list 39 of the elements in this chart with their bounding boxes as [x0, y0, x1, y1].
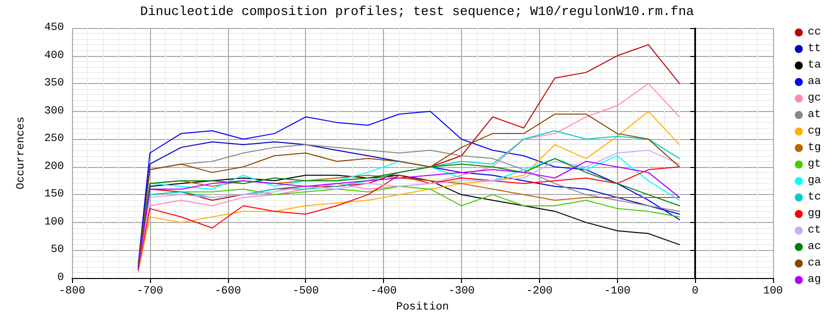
x-tick-label: -300 — [448, 286, 475, 298]
legend-label: tc — [808, 192, 821, 204]
x-tick-label: -800 — [58, 286, 86, 298]
legend-label: gt — [808, 158, 821, 170]
legend-label: ca — [808, 258, 822, 270]
y-tick-label: 150 — [44, 188, 64, 201]
x-tick-label: 0 — [692, 286, 698, 298]
legend-label: aa — [808, 76, 822, 88]
y-tick-label: 450 — [44, 22, 64, 34]
y-tick-label: 350 — [44, 78, 64, 90]
y-tick-label: 250 — [44, 133, 64, 146]
y-tick-label: 50 — [50, 244, 64, 256]
y-tick-label: 200 — [44, 160, 64, 173]
legend-label: ct — [808, 224, 821, 236]
x-tick-label: -600 — [214, 286, 241, 298]
legend-label: ga — [808, 175, 822, 187]
legend-label: tt — [808, 43, 821, 55]
x-axis-title: Position — [396, 301, 449, 314]
x-tick-label: -100 — [604, 286, 630, 298]
y-tick-label: 100 — [44, 216, 64, 228]
x-tick-label: -700 — [136, 286, 164, 298]
y-axis-title: Occurrences — [16, 116, 28, 190]
chart-title: Dinucleotide composition profiles; test sequence; W10/regulonW10.rm.fna — [140, 4, 694, 19]
x-tick-label: 100 — [763, 286, 783, 298]
legend-label: gc — [808, 92, 821, 104]
legend-label: ac — [808, 241, 821, 253]
y-tick-label: 400 — [44, 50, 64, 62]
y-tick-label: 0 — [57, 272, 64, 284]
x-tick-label: -200 — [526, 286, 553, 298]
x-tick-label: -500 — [292, 286, 319, 298]
x-tick-label: -400 — [370, 286, 397, 298]
legend-label: ta — [808, 60, 822, 72]
legend-label: cg — [808, 126, 821, 138]
legend-label: cc — [808, 26, 821, 38]
legend-label: ag — [808, 274, 821, 286]
legend-label: tg — [808, 142, 821, 154]
legend-label: gg — [808, 208, 821, 220]
legend-label: at — [808, 109, 821, 121]
y-tick-label: 300 — [44, 105, 64, 118]
